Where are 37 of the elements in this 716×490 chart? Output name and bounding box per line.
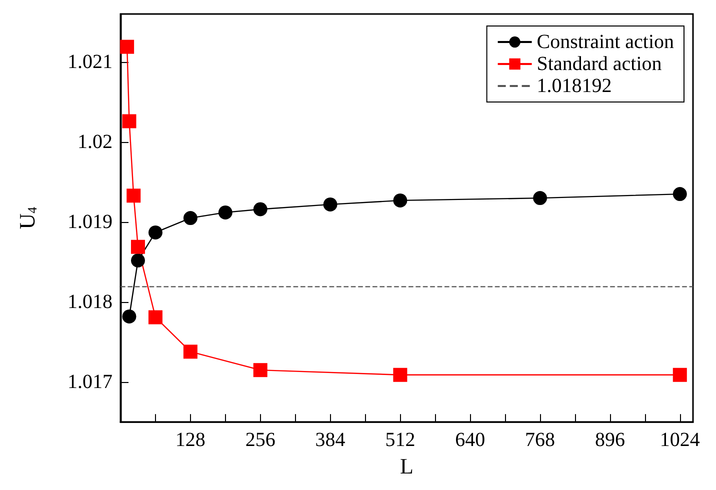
point (130, 240, 145, 254)
x-tick-label: 640 (455, 429, 486, 452)
point (393, 193, 408, 208)
y-axis-title: U4 (14, 206, 40, 230)
point (120, 40, 134, 54)
point (122, 309, 136, 324)
x-tick-label: 896 (594, 429, 625, 452)
point (148, 310, 162, 324)
point (323, 197, 338, 212)
point (393, 368, 408, 382)
point (253, 363, 268, 378)
point (672, 368, 687, 382)
point (183, 344, 198, 359)
x-tick-label: 384 (315, 429, 346, 452)
point (148, 225, 162, 240)
y-tick-label: 1.018 (68, 291, 112, 314)
point (218, 205, 232, 220)
point (533, 191, 548, 206)
y-tick-label: 1.02 (78, 131, 112, 154)
x-tick-label: 512 (385, 429, 416, 452)
y-tick-label: 1.019 (68, 211, 112, 234)
point (122, 114, 136, 128)
point (130, 253, 145, 268)
point (126, 188, 141, 203)
x-tick-label: 128 (175, 429, 206, 452)
point (672, 187, 687, 202)
x-tick-label: 768 (525, 429, 556, 452)
legend-label: 1.018192 (536, 75, 612, 97)
x-tick-label: 1024 (660, 429, 700, 452)
point (253, 202, 268, 216)
point (183, 211, 198, 226)
y-tick-label: 1.021 (68, 51, 112, 74)
legend-label: Standard action (536, 53, 662, 75)
x-tick-label: 256 (245, 429, 276, 452)
y-tick-label: 1.017 (68, 371, 112, 394)
legend-label: Constraint action (536, 31, 674, 53)
x-axis-title: L (400, 454, 414, 478)
